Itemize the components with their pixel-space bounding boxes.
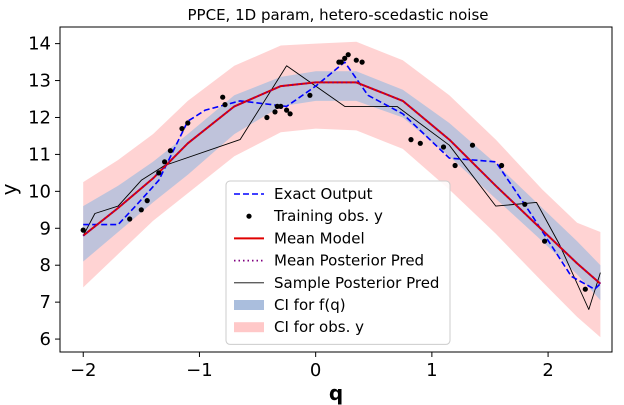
training-point (342, 55, 348, 62)
training-point (167, 148, 173, 154)
x-tick-label: 2 (542, 360, 553, 381)
legend-label: Mean Model (274, 229, 365, 247)
x-tick-label: 0 (310, 360, 321, 381)
series-line-exact (83, 61, 601, 291)
legend-label: CI for f(q) (274, 296, 346, 314)
training-point (162, 159, 168, 165)
legend-label: Sample Posterior Pred (274, 274, 439, 292)
training-point (469, 142, 476, 148)
training-point (408, 137, 414, 143)
training-point (499, 162, 505, 169)
training-point (359, 59, 365, 65)
training-point (287, 111, 293, 117)
training-point (80, 227, 86, 233)
training-point (138, 207, 144, 213)
training-point (156, 170, 162, 176)
y-tick-label: 13 (28, 71, 51, 92)
training-point (272, 109, 278, 115)
y-tick-label: 6 (40, 329, 51, 350)
training-point (220, 94, 226, 100)
chart-title: PPCE, 1D param, hetero-scedastic noise (188, 6, 489, 24)
training-point (542, 238, 548, 244)
legend-label: CI for obs. y (274, 318, 364, 336)
series-line-sample-posterior (82, 65, 601, 310)
ci-f-band (83, 71, 601, 301)
training-point (278, 103, 284, 109)
legend-label: Exact Output (274, 185, 373, 203)
training-point (522, 201, 528, 207)
legend-label: Mean Posterior Pred (274, 252, 424, 270)
training-points (80, 52, 588, 292)
x-axis-ticks: −2 −1 0 1 2 (70, 352, 554, 381)
legend-swatch-ci-f (234, 300, 264, 310)
x-tick-label: −1 (186, 360, 213, 381)
training-point (440, 144, 447, 150)
y-tick-label: 9 (40, 218, 51, 239)
y-tick-label: 8 (40, 255, 51, 276)
training-point (127, 216, 133, 222)
x-tick-label: −2 (70, 360, 97, 381)
legend: Exact Output Training obs. y Mean Model Mea… (225, 180, 451, 345)
legend-swatch-ci-obs (234, 322, 264, 333)
training-point (185, 120, 191, 126)
training-point (179, 126, 185, 132)
y-tick-label: 11 (28, 144, 51, 165)
training-point (417, 140, 423, 146)
x-tick-label: 1 (426, 360, 437, 381)
confidence-bands (83, 41, 601, 338)
training-point (307, 92, 313, 98)
training-point (222, 102, 228, 108)
plot-frame (59, 26, 613, 353)
y-axis-ticks: 6 7 8 9 10 11 12 13 14 (28, 34, 60, 350)
legend-box (225, 180, 451, 345)
training-point (353, 57, 359, 63)
training-point (345, 52, 351, 58)
training-point (264, 114, 270, 121)
y-axis-label: y (0, 183, 21, 195)
y-tick-label: 14 (28, 34, 51, 55)
y-tick-label: 10 (28, 181, 51, 202)
y-tick-label: 12 (28, 107, 51, 128)
training-point (284, 107, 290, 113)
legend-swatch-training (246, 213, 252, 219)
training-point (452, 162, 458, 169)
y-tick-label: 7 (40, 292, 51, 313)
x-axis-label: q (329, 381, 343, 405)
training-point (144, 198, 150, 204)
training-point (582, 286, 588, 292)
legend-label: Training obs. y (273, 207, 383, 225)
training-point (338, 59, 344, 65)
